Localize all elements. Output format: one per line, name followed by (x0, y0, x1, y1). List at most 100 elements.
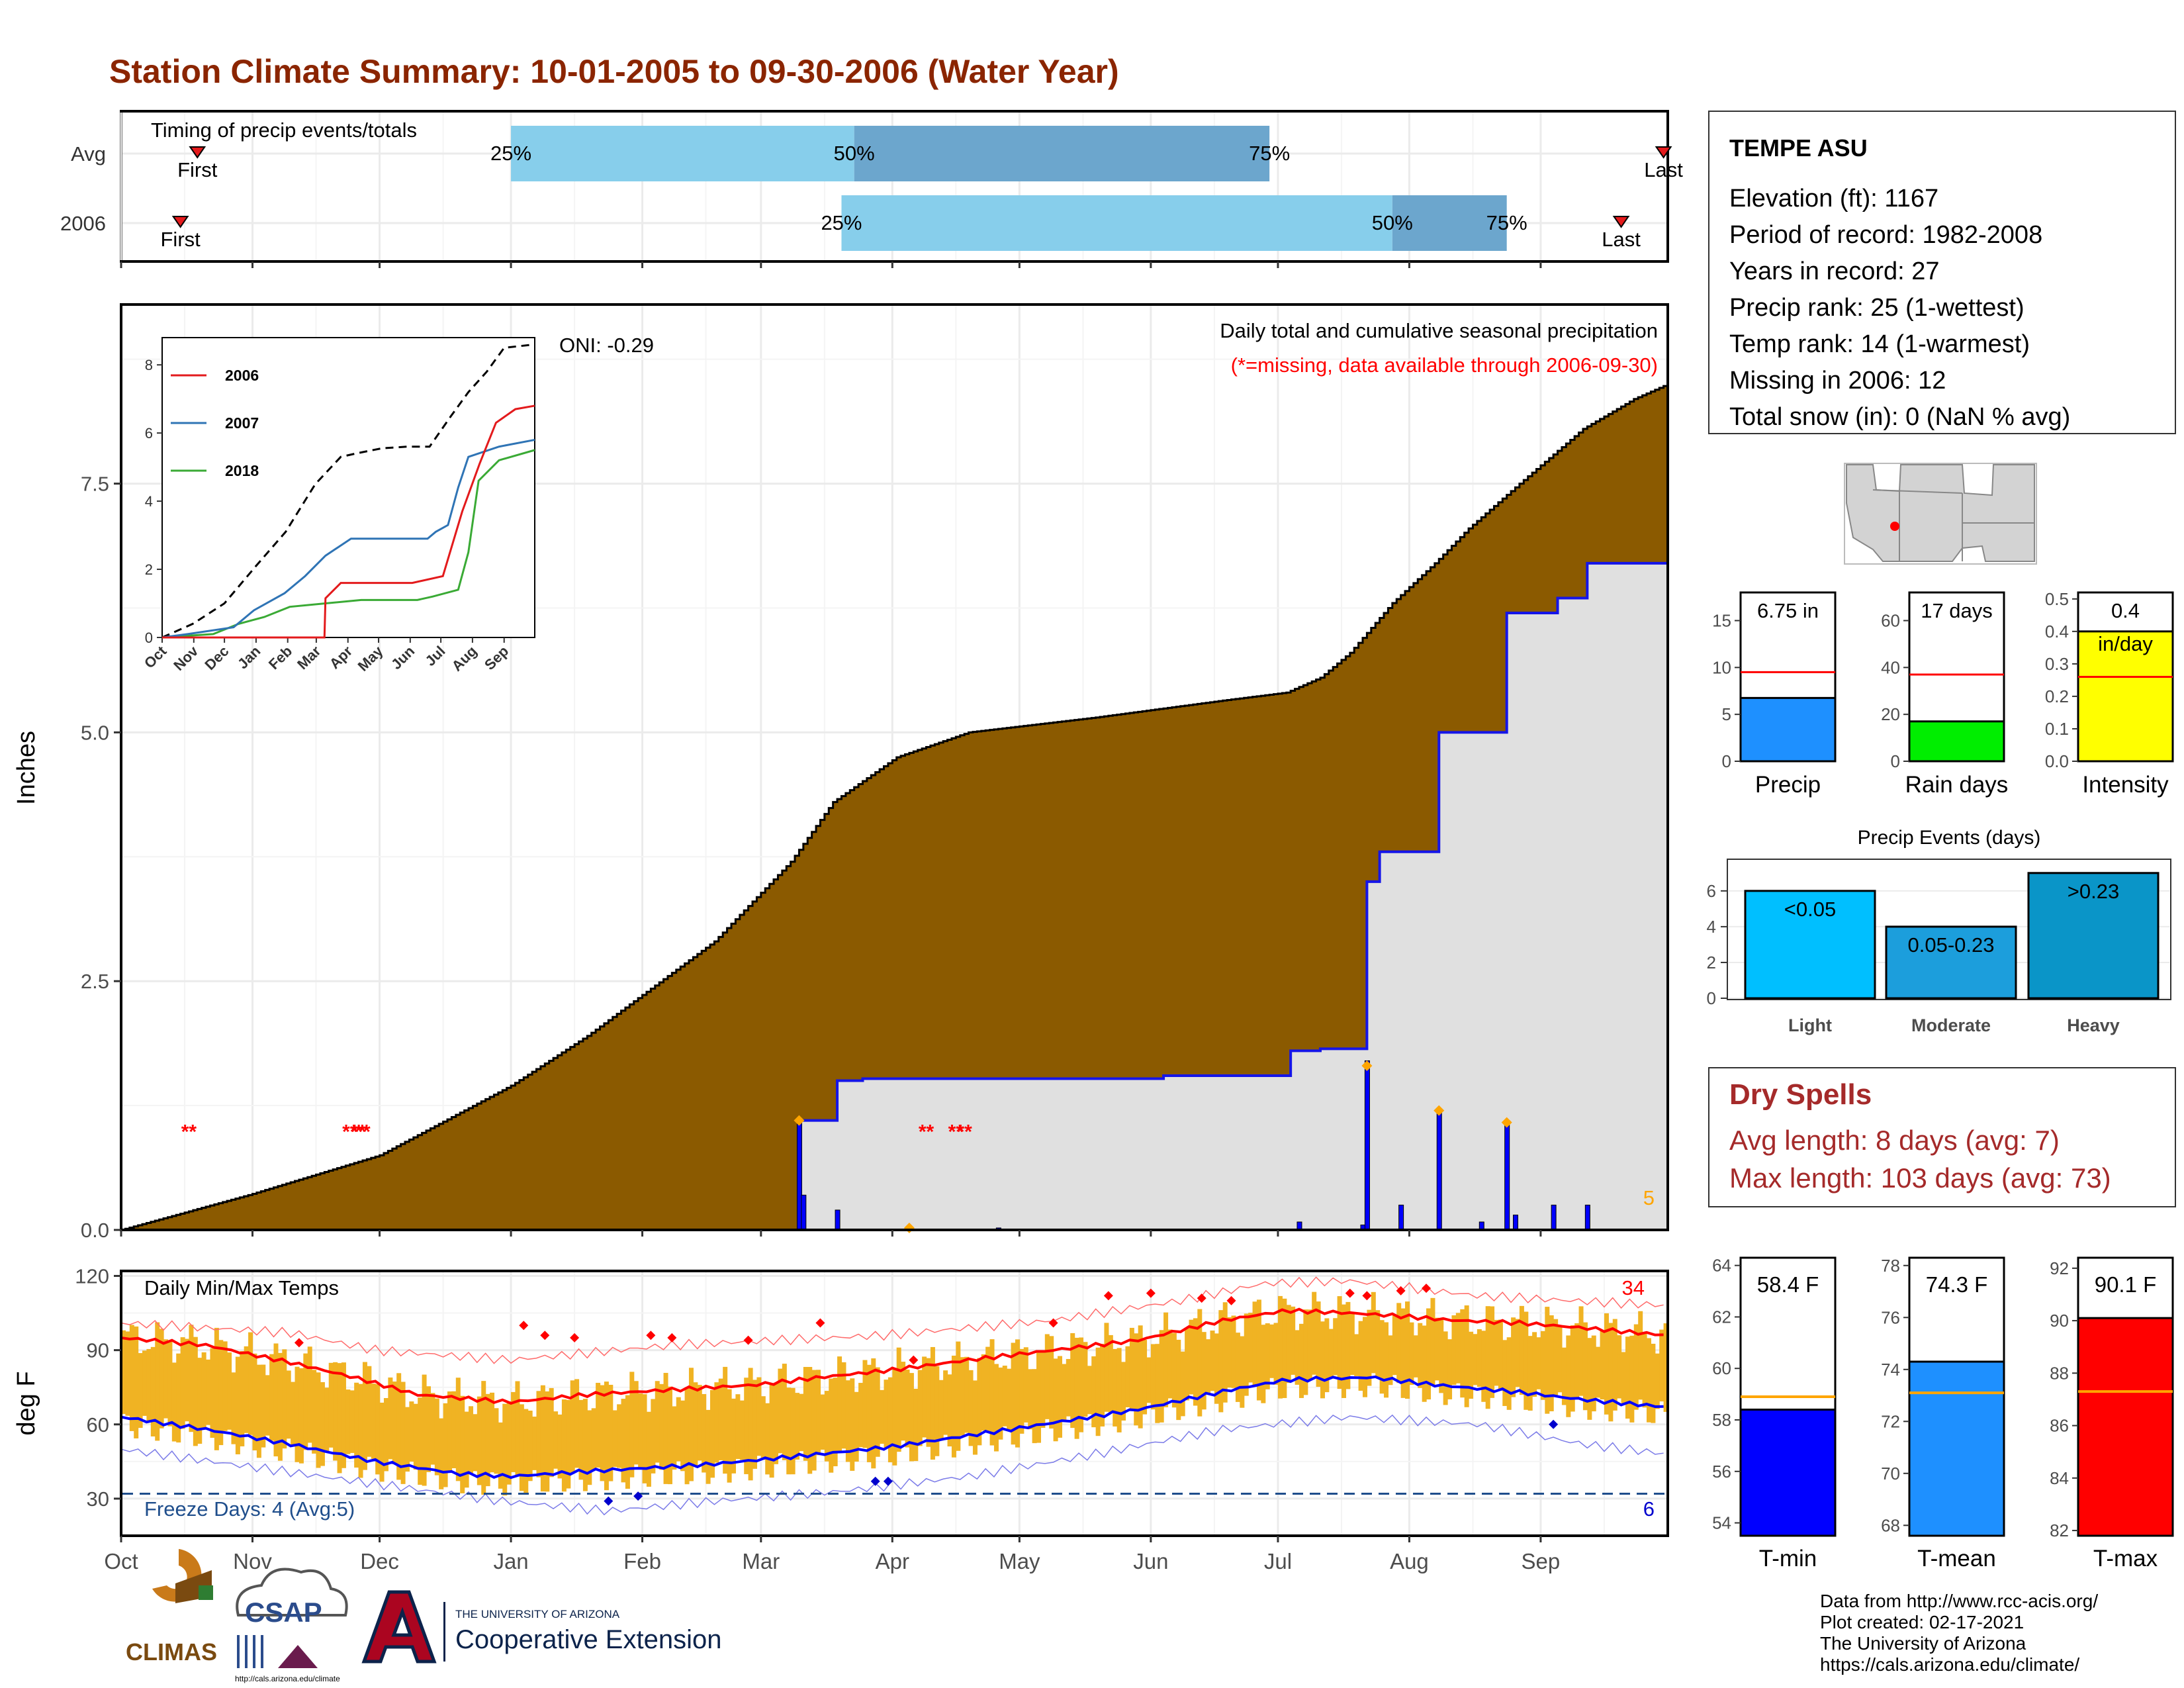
month-tick-label: Nov (233, 1549, 272, 1573)
daily-temp-range-bar (1180, 1351, 1185, 1417)
daily-temp-range-bar (884, 1380, 889, 1448)
daily-temp-range-bar (1116, 1348, 1122, 1432)
daily-temp-range-bar (291, 1382, 296, 1447)
daily-temp-range-bar (866, 1364, 872, 1462)
daily-temp-range-bar (1235, 1333, 1240, 1402)
daily-temp-range-bar (731, 1398, 736, 1474)
daily-temp-range-bar (566, 1399, 571, 1489)
daily-temp-range-bar (1629, 1335, 1635, 1423)
daily-temp-range-bar (829, 1378, 834, 1473)
daily-temp-range-bar (587, 1410, 592, 1485)
temp-y-tick-label: 120 (75, 1264, 109, 1288)
daily-temp-range-bar (1532, 1332, 1537, 1397)
events-title: Precip Events (days) (1858, 827, 2041, 849)
daily-temp-range-bar (1044, 1334, 1050, 1419)
daily-temp-range-bar (1418, 1323, 1423, 1388)
daily-temp-range-bar (231, 1372, 236, 1444)
inset-y-tick-label: 0 (145, 630, 153, 646)
daily-temp-range-bar (536, 1391, 541, 1477)
daily-temp-range-bar (125, 1331, 130, 1416)
daily-temp-range-bar (1566, 1335, 1571, 1417)
daily-temp-range-bar (1651, 1343, 1656, 1423)
daily-temp-range-bar (1604, 1313, 1609, 1415)
temp-label-tmin: T-min (1759, 1546, 1817, 1571)
month-tick-label: Sep (1522, 1549, 1561, 1573)
daily-temp-range-bar (345, 1389, 351, 1454)
daily-precip-bar (1436, 1110, 1442, 1231)
daily-temp-range-bar (1502, 1340, 1508, 1406)
daily-temp-range-bar (922, 1356, 927, 1438)
daily-temp-range-bar (1498, 1319, 1503, 1391)
daily-temp-range-bar (1218, 1310, 1224, 1413)
precip-y-tick-label: 2.5 (81, 970, 109, 993)
daily-temp-range-bar (1451, 1315, 1457, 1385)
temp-value-tmin: 58.4 F (1757, 1272, 1819, 1297)
daily-temp-range-bar (1608, 1323, 1614, 1422)
daily-temp-range-bar (723, 1366, 728, 1474)
csap-logo: CSAP http://cals.arizona.edu/climate (235, 1568, 348, 1683)
daily-temp-range-bar (1549, 1315, 1554, 1411)
daily-temp-range-bar (545, 1391, 550, 1492)
daily-temp-range-bar (909, 1373, 914, 1462)
daily-temp-range-bar (519, 1404, 524, 1491)
precip-y-label: Inches (13, 731, 40, 805)
temp-y-tick-label: 90 (2050, 1311, 2069, 1331)
daily-temp-range-bar (858, 1383, 864, 1448)
daily-temp-range-bar (256, 1364, 261, 1458)
temp-y-tick-label: 60 (87, 1413, 109, 1436)
daily-temp-range-bar (540, 1385, 545, 1492)
timing-label-avg: Avg (71, 142, 106, 165)
daily-temp-range-bar (1524, 1311, 1529, 1410)
ua-logo-small: THE UNIVERSITY OF ARIZONA (455, 1608, 620, 1620)
record-high-marker (540, 1331, 550, 1340)
daily-temp-range-bar (460, 1395, 465, 1493)
missing-data-marker: ** (351, 1121, 367, 1143)
daily-temp-range-bar (1494, 1319, 1499, 1386)
daily-temp-range-bar (905, 1370, 910, 1448)
temp-y-tick-label: 72 (1881, 1411, 1900, 1431)
daily-temp-range-bar (451, 1391, 457, 1469)
daily-temp-range-bar (782, 1364, 787, 1460)
precip-header: Daily total and cumulative seasonal prec… (1220, 319, 1658, 342)
daily-temp-range-bar (1273, 1323, 1279, 1385)
daily-temp-range-bar (1002, 1366, 1007, 1427)
station-location-marker (1890, 522, 1899, 531)
daily-temp-range-bar (511, 1391, 516, 1472)
daily-temp-range-bar (1248, 1313, 1253, 1383)
daily-temp-range-bar (934, 1366, 940, 1456)
daily-temp-range-bar (1231, 1315, 1236, 1388)
daily-temp-range-bar (1341, 1304, 1346, 1398)
university-of-arizona-logo: THE UNIVERSITY OF ARIZONA Cooperative Ex… (361, 1590, 721, 1664)
daily-temp-range-bar (854, 1391, 859, 1462)
temp-y-tick-label: 82 (2050, 1521, 2069, 1540)
record-high-marker (743, 1335, 753, 1345)
record-high-marker (1362, 1291, 1372, 1301)
daily-temp-range-bar (134, 1326, 139, 1438)
temp-y-tick-label: 90 (87, 1339, 109, 1362)
temp-label-tmean: T-mean (1917, 1546, 1996, 1571)
daily-temp-range-bar (1540, 1331, 1545, 1400)
daily-temp-range-bar (1485, 1306, 1490, 1409)
daily-temp-range-bar (1040, 1350, 1046, 1428)
daily-temp-range-bar (210, 1348, 215, 1438)
daily-temp-range-bar (985, 1346, 991, 1432)
daily-temp-range-bar (672, 1406, 677, 1470)
daily-temp-range-bar (1621, 1352, 1626, 1403)
record-max-line (120, 1276, 1664, 1364)
footer-credits: Data from http://www.rcc-acis.org/ Plot … (1820, 1591, 2098, 1675)
daily-temp-range-bar (1490, 1306, 1495, 1398)
summary-y-tick-label: 60 (1881, 611, 1900, 631)
summary-y-tick-label: 20 (1881, 704, 1900, 724)
daily-temp-range-bar (799, 1393, 804, 1452)
cumulative-2006-line (121, 561, 1668, 1231)
daily-temp-range-bar (1091, 1356, 1097, 1428)
daily-temp-range-bar (896, 1347, 901, 1452)
daily-temp-range-bar (485, 1393, 490, 1487)
daily-temp-range-bar (1307, 1309, 1312, 1380)
temp-value-tmax: 90.1 F (2095, 1272, 2157, 1297)
temp-y-tick-label: 64 (1712, 1256, 1731, 1276)
daily-temp-range-bar (197, 1358, 203, 1444)
daily-temp-range-bar (193, 1336, 198, 1446)
temp-y-tick-label: 78 (1881, 1256, 1900, 1276)
summary-label-intensity: Intensity (2082, 772, 2169, 798)
